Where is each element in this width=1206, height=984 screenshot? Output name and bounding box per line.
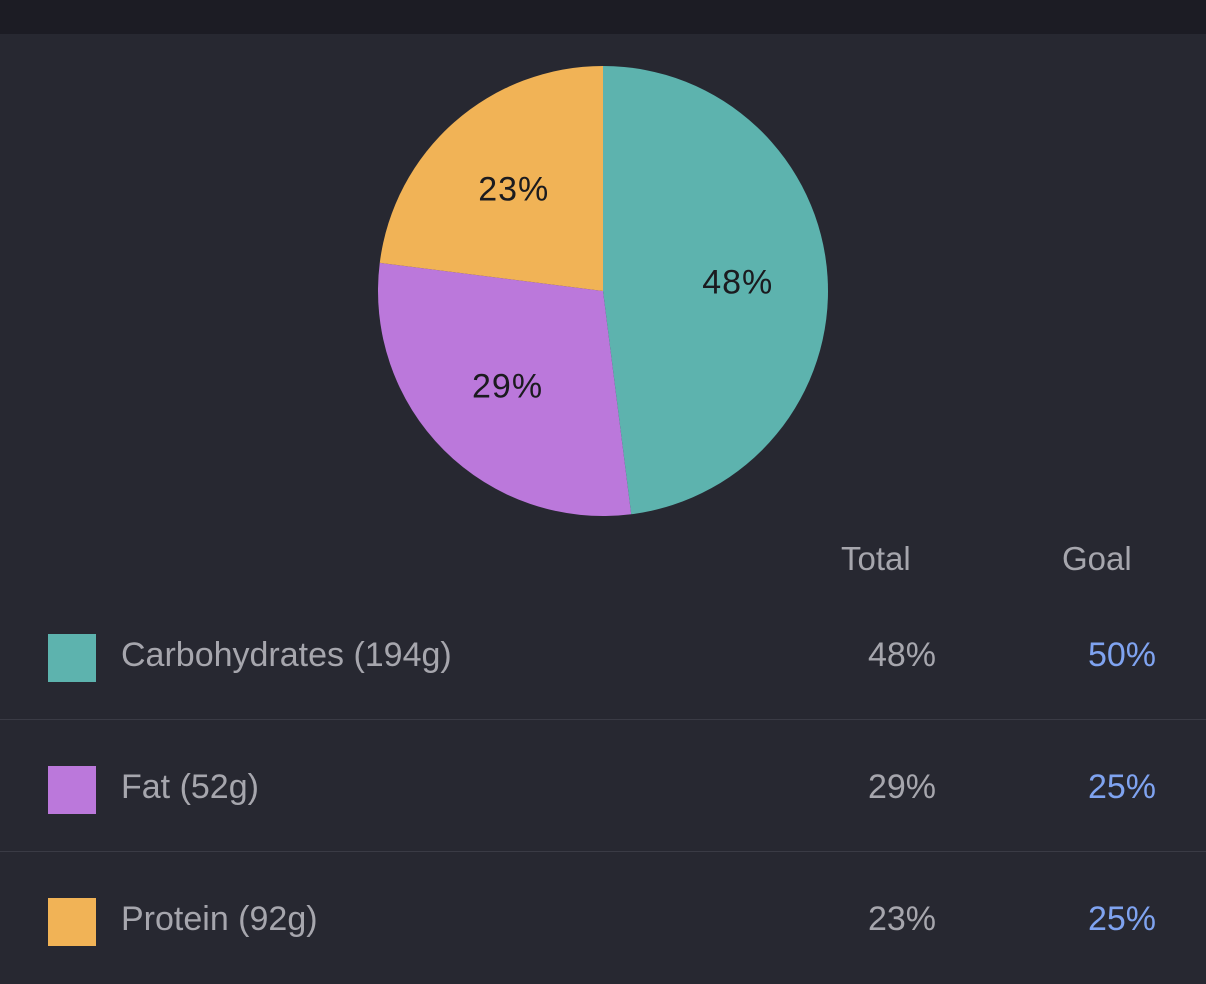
carbohydrates-goal[interactable]: 50% <box>1087 636 1156 674</box>
protein-color-swatch <box>48 898 96 946</box>
macro-row-protein[interactable]: Protein (92g) 23% 25% <box>0 852 1206 984</box>
pie-label-protein: 23% <box>478 171 549 209</box>
carbohydrates-total: 48% <box>867 636 936 674</box>
top-bar <box>0 0 1206 34</box>
pie-label-carbohydrates: 48% <box>702 264 773 302</box>
pie-chart-svg: 48% 29% 23% <box>377 66 829 516</box>
fat-label: Fat (52g) <box>121 768 259 806</box>
goal-column-header: Goal <box>1062 540 1132 577</box>
total-column-header: Total <box>841 540 911 577</box>
fat-color-swatch <box>48 766 96 814</box>
macro-row-fat[interactable]: Fat (52g) 29% 25% <box>0 720 1206 852</box>
macro-pie-chart: 48% 29% 23% <box>0 34 1206 534</box>
macro-row-carbohydrates[interactable]: Carbohydrates (194g) 48% 50% <box>0 588 1206 720</box>
carbohydrates-label: Carbohydrates (194g) <box>121 636 452 674</box>
pie-label-fat: 29% <box>472 367 543 405</box>
pie-slice-fat <box>377 262 632 516</box>
fat-goal[interactable]: 25% <box>1087 768 1156 806</box>
protein-total: 23% <box>867 900 936 938</box>
pie-slice-protein <box>379 66 603 291</box>
pie-slice-carbohydrates <box>603 66 829 515</box>
row-divider <box>0 851 1206 852</box>
protein-goal[interactable]: 25% <box>1087 900 1156 938</box>
fat-total: 29% <box>867 768 936 806</box>
row-divider <box>0 719 1206 720</box>
protein-label: Protein (92g) <box>121 900 318 938</box>
carbohydrates-color-swatch <box>48 634 96 682</box>
